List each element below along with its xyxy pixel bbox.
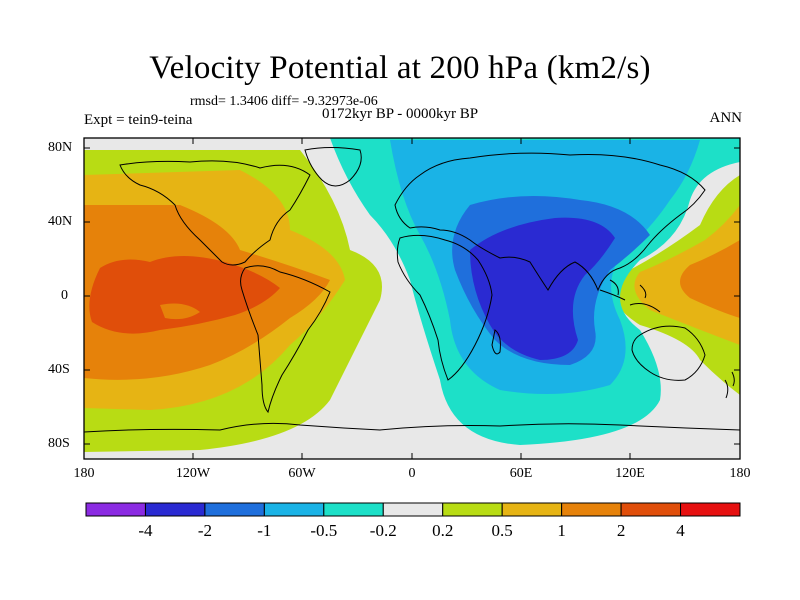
colorbar-level-label: 4 (676, 521, 685, 540)
coastlines (84, 147, 740, 433)
contour-field (84, 138, 740, 459)
colorbar-level-label: -0.2 (369, 521, 397, 540)
lon-label-60w: 60W (288, 466, 316, 481)
colorbar-level-label: -0.5 (310, 521, 338, 540)
lat-label-0: 0 (61, 288, 68, 303)
lon-label-60e: 60E (509, 466, 533, 481)
contour-positive-2 (89, 256, 280, 334)
lat-ticks (84, 147, 740, 445)
coast-new-zealand (724, 371, 735, 399)
colorbar-box (323, 502, 384, 517)
lat-label-80n: 80N (48, 140, 73, 155)
lat-label-40n: 40N (48, 214, 73, 229)
lon-label-120e: 120E (615, 466, 645, 481)
lon-ticks (192, 138, 631, 459)
colorbar-box (204, 502, 265, 517)
experiment-label: Expt = tein9-teina (84, 112, 193, 128)
colorbar-box (680, 502, 741, 517)
coast-maritime-continent (599, 279, 661, 313)
colorbar-box (263, 502, 325, 517)
colorbar-level-label: -4 (138, 521, 153, 540)
colorbar-level-label: 1 (557, 521, 566, 540)
period-label: 0172kyr BP - 0000kyr BP (322, 106, 479, 122)
colorbar-box (144, 502, 206, 517)
contour-positive-2-west (160, 303, 200, 320)
lon-label-120w: 120W (175, 466, 211, 481)
colorbar-box (442, 502, 503, 517)
season-label: ANN (709, 110, 743, 126)
colorbar-level-label: 0.2 (432, 521, 454, 540)
coast-madagascar (491, 329, 501, 355)
contour-negative-2 (470, 217, 615, 360)
colorbar-level-label: 2 (616, 521, 626, 540)
coast-north-america (119, 160, 311, 266)
colorbar (85, 502, 741, 517)
colorbar-box (620, 502, 682, 517)
coast-eurasia (394, 152, 706, 292)
coast-antarctica (84, 422, 740, 433)
colorbar-box (501, 502, 563, 517)
lon-label-180e: 180 (729, 466, 751, 481)
lat-label-40s: 40S (48, 362, 70, 377)
colorbar-box (382, 502, 444, 517)
colorbar-level-label: -2 (197, 521, 212, 540)
coast-australia (631, 325, 706, 381)
colorbar-level-label: 0.5 (491, 521, 513, 540)
stats-text: rmsd= 1.3406 diff= -9.32973e-06 (190, 94, 378, 109)
colorbar-box (561, 502, 622, 517)
lon-label-0: 0 (408, 466, 416, 481)
contour-positive-east-1 (680, 240, 740, 318)
map-title: Velocity Potential at 200 hPa (km2/s) (149, 50, 651, 86)
lon-label-180w: 180 (73, 466, 95, 481)
coast-greenland (304, 147, 362, 187)
coast-africa (396, 234, 493, 381)
colorbar-box (85, 502, 146, 517)
lat-label-80s: 80S (48, 436, 70, 451)
colorbar-level-label: -1 (257, 521, 272, 540)
coast-south-america (240, 265, 331, 414)
